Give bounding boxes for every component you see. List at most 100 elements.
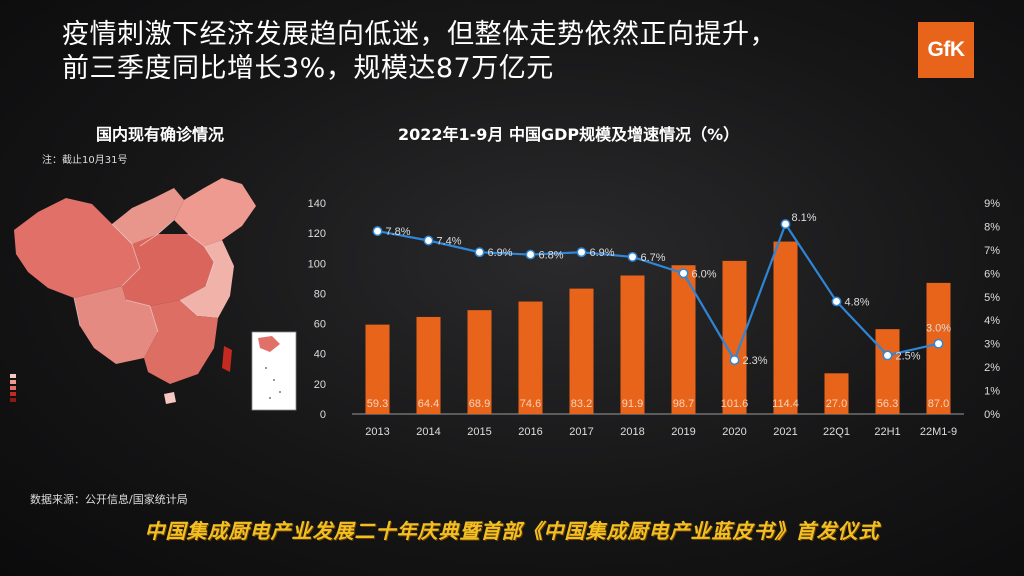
growth-point-label: 7.8% bbox=[386, 226, 411, 238]
y-tick-label: 80 bbox=[314, 288, 326, 300]
x-tick-label: 2018 bbox=[620, 426, 644, 438]
y-tick-label: 100 bbox=[308, 258, 326, 270]
gdp-chart-svg: 0 20 40 60 80 100 120 140 0% 1% 2% 3% 4% 5% 6% 7% 8% 9% 59… bbox=[308, 198, 1001, 438]
x-tick-label: 2019 bbox=[671, 426, 695, 438]
bar bbox=[875, 329, 900, 414]
bar-value-label: 91.9 bbox=[622, 398, 643, 410]
y2-tick-label: 2% bbox=[984, 362, 1000, 374]
y-tick-label: 20 bbox=[314, 379, 326, 391]
source-note: 数据来源：公开信息/国家统计局 bbox=[30, 493, 188, 506]
x-tick-label: 2016 bbox=[518, 426, 542, 438]
bar bbox=[416, 316, 441, 414]
bar bbox=[365, 324, 390, 414]
bar bbox=[620, 275, 645, 414]
x-tick-label: 22Q1 bbox=[823, 426, 850, 438]
headline-line-1: 疫情刺激下经济发展趋向低迷，但整体走势依然正向提升， bbox=[62, 19, 777, 50]
map-borders bbox=[73, 219, 215, 333]
bar-value-label: 114.4 bbox=[772, 398, 799, 410]
y-tick-label: 140 bbox=[308, 198, 326, 210]
growth-point bbox=[525, 249, 536, 260]
map-region-taiwan bbox=[222, 346, 232, 372]
map-region-east bbox=[180, 240, 234, 318]
south-sea-inset bbox=[251, 331, 297, 411]
logo-text: GfK bbox=[927, 38, 966, 61]
map-region-central bbox=[122, 234, 214, 306]
bar-value-label: 56.3 bbox=[877, 398, 898, 410]
growth-point bbox=[627, 251, 638, 262]
growth-point bbox=[729, 355, 740, 366]
y2-tick-label: 6% bbox=[984, 268, 1000, 280]
x-tick-label: 2015 bbox=[467, 426, 491, 438]
bar-value-label: 59.3 bbox=[367, 398, 388, 410]
growth-point bbox=[372, 226, 383, 237]
y2-tick-label: 1% bbox=[984, 386, 1000, 398]
y2-tick-label: 9% bbox=[984, 198, 1000, 210]
china-map bbox=[8, 168, 304, 418]
y-tick-label: 120 bbox=[308, 228, 326, 240]
y2-tick-label: 0% bbox=[984, 409, 1000, 421]
x-tick-label: 2017 bbox=[569, 426, 593, 438]
y-tick-label: 0 bbox=[320, 409, 326, 421]
growth-point-label: 7.4% bbox=[437, 236, 462, 248]
growth-point-label: 4.8% bbox=[845, 296, 870, 308]
bar-value-label: 64.4 bbox=[418, 398, 439, 410]
growth-point-label: 2.5% bbox=[896, 350, 921, 362]
bar-value-label: 27.0 bbox=[826, 398, 847, 410]
bar bbox=[824, 373, 849, 414]
event-banner: 中国集成厨电产业发展二十年庆典暨首部《中国集成厨电产业蓝皮书》首发仪式 bbox=[144, 519, 880, 543]
map-region-north bbox=[112, 188, 184, 246]
x-tick-label: 2021 bbox=[773, 426, 797, 438]
map-legend bbox=[10, 374, 16, 402]
y2-tick-label: 3% bbox=[984, 339, 1000, 351]
x-tick-label: 22M1-9 bbox=[920, 426, 957, 438]
growth-point-label: 6.0% bbox=[692, 268, 717, 280]
bar-value-label: 87.0 bbox=[928, 398, 949, 410]
growth-point-label: 6.9% bbox=[590, 247, 615, 259]
growth-point bbox=[933, 338, 944, 349]
y-tick-label: 40 bbox=[314, 349, 326, 361]
map-region-hainan bbox=[164, 392, 176, 404]
bar-value-label: 98.7 bbox=[673, 398, 694, 410]
x-tick-label: 2014 bbox=[416, 426, 440, 438]
growth-point bbox=[423, 235, 434, 246]
bar bbox=[518, 301, 543, 414]
map-region-northeast bbox=[174, 178, 256, 246]
growth-point bbox=[576, 247, 587, 258]
bar-value-label: 101.6 bbox=[721, 398, 749, 410]
growth-point bbox=[678, 268, 689, 279]
headline-line-2: 前三季度同比增长3%，规模达87万亿元 bbox=[62, 53, 554, 84]
growth-point bbox=[831, 296, 842, 307]
bar bbox=[467, 310, 492, 414]
x-tick-label: 22H1 bbox=[874, 426, 900, 438]
bar-value-label: 83.2 bbox=[571, 398, 592, 410]
growth-point-label: 3.0% bbox=[926, 323, 951, 335]
bar-value-label: 68.9 bbox=[469, 398, 490, 410]
growth-line bbox=[377, 221, 939, 363]
growth-point-label: 6.8% bbox=[539, 250, 564, 262]
growth-point bbox=[882, 350, 893, 361]
china-map-svg bbox=[10, 178, 297, 411]
growth-point-label: 6.7% bbox=[641, 252, 666, 264]
map-region-south bbox=[144, 300, 218, 384]
map-note: 注：截止10月31号 bbox=[42, 155, 128, 166]
x-tick-label: 2013 bbox=[365, 426, 389, 438]
growth-point bbox=[780, 219, 791, 230]
x-tick-label: 2020 bbox=[722, 426, 746, 438]
growth-point-label: 2.3% bbox=[743, 355, 768, 367]
y2-tick-label: 7% bbox=[984, 245, 1000, 257]
growth-point-label: 8.1% bbox=[792, 212, 817, 224]
growth-point bbox=[474, 247, 485, 258]
bar bbox=[671, 265, 696, 414]
y-tick-label: 60 bbox=[314, 319, 326, 331]
map-title: 国内现有确诊情况 bbox=[96, 125, 225, 144]
map-region-west bbox=[14, 198, 140, 298]
gfk-logo: GfK bbox=[918, 22, 974, 78]
gdp-chart: 0 20 40 60 80 100 120 140 0% 1% 2% 3% 4% 5% 6% 7% 8% 9% 59… bbox=[300, 190, 1020, 450]
bar-value-label: 74.6 bbox=[520, 398, 541, 410]
growth-point-label: 6.9% bbox=[488, 247, 513, 259]
headline: 疫情刺激下经济发展趋向低迷，但整体走势依然正向提升， 前三季度同比增长3%，规模… bbox=[62, 18, 777, 86]
bar bbox=[569, 288, 594, 414]
y2-tick-label: 4% bbox=[984, 315, 1000, 327]
bar bbox=[773, 241, 798, 414]
map-region-southwest bbox=[74, 286, 158, 364]
